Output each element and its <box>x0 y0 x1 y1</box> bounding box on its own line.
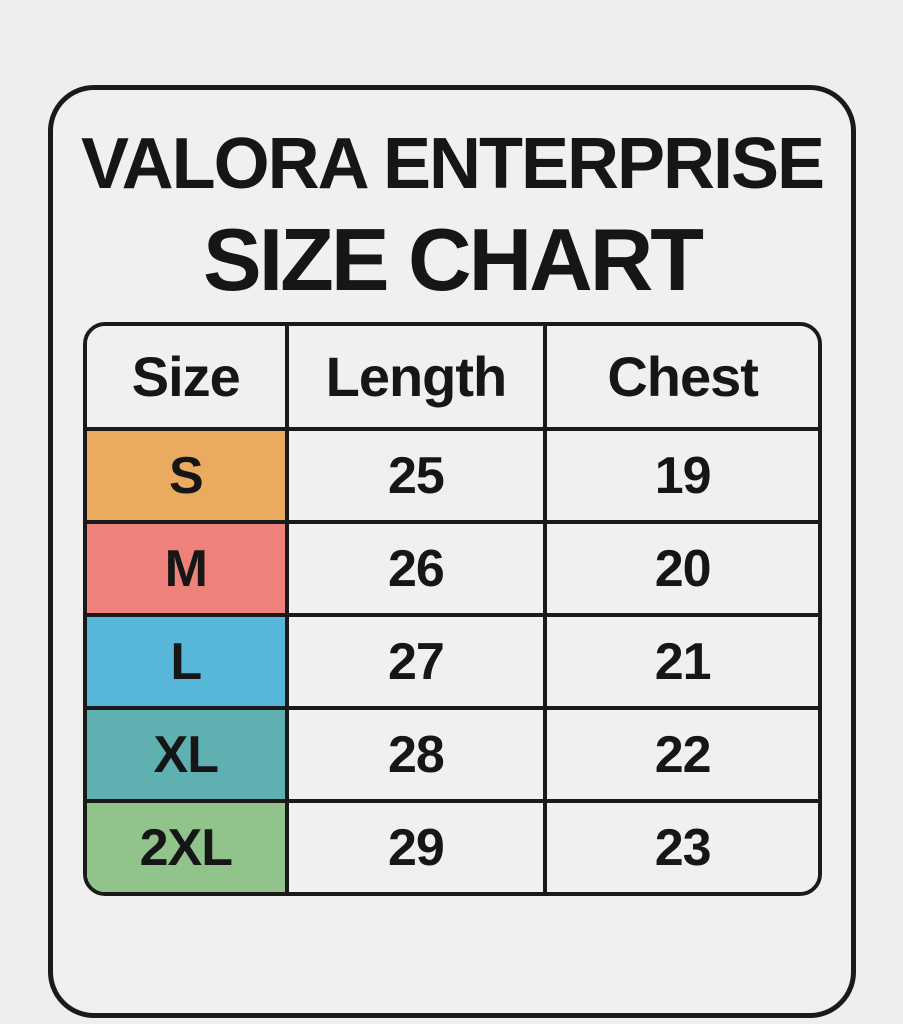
table-row: 2XL 29 23 <box>87 801 818 892</box>
size-cell-2xl: 2XL <box>87 801 289 892</box>
column-header-length: Length <box>286 326 548 431</box>
table-row: XL 28 22 <box>87 708 818 803</box>
length-cell-l: 27 <box>286 615 548 710</box>
size-chart-card: VALORA ENTERPRISE SIZE CHART Size Length… <box>48 85 856 1018</box>
chest-cell-m: 20 <box>545 522 818 617</box>
table-row: L 27 21 <box>87 615 818 710</box>
table-row: M 26 20 <box>87 522 818 617</box>
table-header-row: Size Length Chest <box>87 326 818 431</box>
length-cell-2xl: 29 <box>286 801 548 892</box>
size-table-grid: Size Length Chest S 25 19 M 26 20 <box>87 326 818 892</box>
size-cell-m: M <box>87 522 289 617</box>
size-cell-l: L <box>87 615 289 710</box>
column-header-chest: Chest <box>545 326 818 431</box>
column-header-size: Size <box>87 326 289 431</box>
page-title: SIZE CHART <box>203 210 704 309</box>
chest-cell-2xl: 23 <box>545 801 818 892</box>
size-cell-xl: XL <box>87 708 289 803</box>
size-table: Size Length Chest S 25 19 M 26 20 <box>83 322 822 896</box>
chest-cell-l: 21 <box>545 615 818 710</box>
length-cell-m: 26 <box>286 522 548 617</box>
brand-title: VALORA ENTERPRISE <box>80 124 825 204</box>
chest-cell-s: 19 <box>545 429 818 524</box>
chest-cell-xl: 22 <box>545 708 818 803</box>
length-cell-s: 25 <box>286 429 548 524</box>
length-cell-xl: 28 <box>286 708 548 803</box>
size-cell-s: S <box>87 429 289 524</box>
table-row: S 25 19 <box>87 429 818 524</box>
